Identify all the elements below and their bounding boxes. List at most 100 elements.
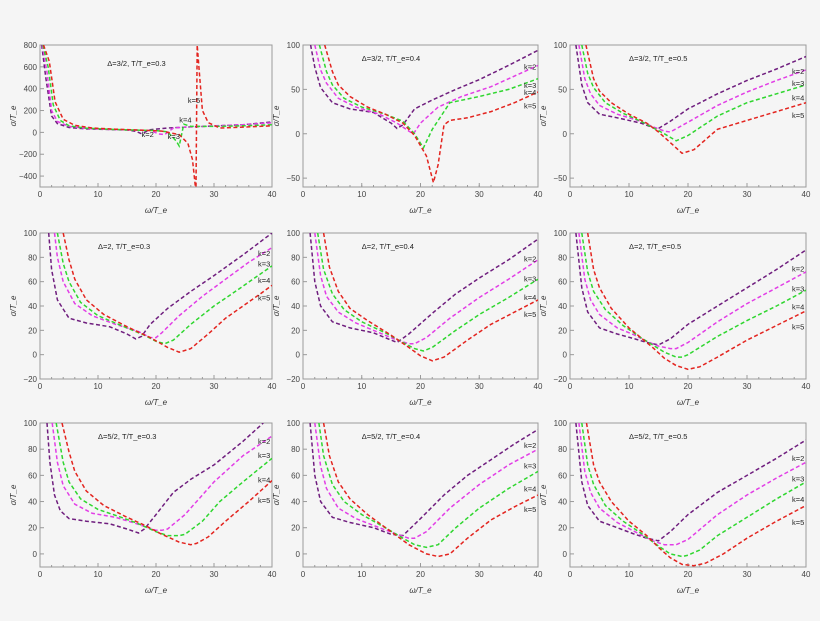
series-group bbox=[575, 45, 806, 155]
series-label: k=5 bbox=[524, 310, 536, 319]
x-tick-label: 40 bbox=[802, 570, 811, 579]
series-line-k4 bbox=[55, 423, 272, 537]
y-tick-label: 0 bbox=[33, 128, 38, 137]
y-tick-label: 0 bbox=[563, 130, 568, 139]
series-group bbox=[40, 45, 272, 187]
panel-annotation: Δ=2, T/T_e=0.5 bbox=[629, 242, 681, 251]
x-tick-label: 30 bbox=[210, 190, 219, 199]
x-tick-label: 10 bbox=[94, 570, 103, 579]
y-tick-label: −50 bbox=[553, 174, 567, 183]
y-axis-label: σ/T_e bbox=[539, 105, 548, 126]
plot-panel-1: 0 10 20 30 40 −400 −200 0 200 400 600 800 ω/T_e σ/T_e… bbox=[9, 41, 277, 215]
plot-frame bbox=[39, 422, 273, 568]
series-label: k=5 bbox=[524, 101, 536, 110]
series-line-k5 bbox=[322, 423, 538, 558]
series-line-k3 bbox=[53, 233, 272, 339]
x-tick-label: 30 bbox=[210, 382, 219, 391]
panel-annotation: Δ=2, T/T_e=0.4 bbox=[362, 242, 414, 251]
y-tick-label: 0 bbox=[33, 351, 38, 360]
x-axis-label: ω/T_e bbox=[409, 398, 432, 407]
x-tick-label: 10 bbox=[357, 570, 366, 579]
y-tick-label: 60 bbox=[558, 471, 567, 480]
y-tick-label: 40 bbox=[28, 498, 37, 507]
series-label: k=2 bbox=[792, 265, 804, 274]
series-line-k5 bbox=[586, 233, 806, 371]
x-axis-label: ω/T_e bbox=[409, 586, 432, 595]
series-label: k=2 bbox=[792, 454, 804, 463]
series-label: k=3 bbox=[168, 132, 180, 141]
series-label: k=3 bbox=[524, 462, 536, 471]
series-group bbox=[309, 45, 538, 186]
series-line-k2 bbox=[309, 45, 538, 130]
y-axis-label: σ/T_e bbox=[539, 295, 548, 316]
plot-panel-9: 0 10 20 30 40 0 20 40 60 80 100 ω/T_e σ/T_e Δ=5/2, T/… bbox=[539, 419, 811, 595]
x-tick-label: 0 bbox=[38, 190, 43, 199]
x-tick-label: 30 bbox=[210, 570, 219, 579]
panel-annotation: Δ=2, T/T_e=0.3 bbox=[98, 242, 150, 251]
series-line-k4 bbox=[581, 45, 806, 142]
series-label: k=3 bbox=[258, 259, 270, 268]
plot-frame bbox=[569, 232, 807, 380]
y-tick-label: 40 bbox=[291, 498, 300, 507]
x-tick-label: 0 bbox=[38, 382, 43, 391]
x-tick-label: 30 bbox=[743, 570, 752, 579]
x-tick-label: 10 bbox=[625, 382, 634, 391]
y-tick-label: 80 bbox=[558, 445, 567, 454]
x-axis-label: ω/T_e bbox=[677, 586, 700, 595]
series-label: k=4 bbox=[524, 485, 536, 494]
series-label: k=2 bbox=[142, 130, 154, 139]
series-label: k=5 bbox=[258, 293, 270, 302]
series-group bbox=[575, 233, 806, 371]
series-line-k2 bbox=[575, 233, 806, 346]
series-label: k=4 bbox=[524, 88, 536, 97]
y-tick-label: 80 bbox=[291, 253, 300, 262]
y-tick-label: 40 bbox=[558, 498, 567, 507]
x-tick-label: 20 bbox=[152, 382, 161, 391]
series-label: k=3 bbox=[524, 81, 536, 90]
y-tick-label: 800 bbox=[24, 41, 38, 50]
y-tick-label: 60 bbox=[291, 278, 300, 287]
y-tick-label: 60 bbox=[558, 278, 567, 287]
x-tick-label: 10 bbox=[94, 382, 103, 391]
series-group bbox=[309, 233, 538, 362]
series-line-k5 bbox=[42, 45, 272, 187]
y-tick-label: 80 bbox=[28, 445, 37, 454]
y-axis-label: σ/T_e bbox=[272, 484, 281, 505]
y-tick-label: 0 bbox=[296, 130, 301, 139]
series-line-k2 bbox=[309, 233, 538, 344]
x-axis-label: ω/T_e bbox=[145, 206, 168, 215]
x-axis-label: ω/T_e bbox=[677, 206, 700, 215]
series-line-k4 bbox=[318, 45, 538, 150]
series-label: k=5 bbox=[524, 505, 536, 514]
series-group bbox=[47, 233, 272, 353]
x-tick-label: 20 bbox=[684, 382, 693, 391]
panel-annotation: Δ=3/2, T/T_e=0.4 bbox=[362, 54, 420, 63]
x-tick-label: 30 bbox=[475, 382, 484, 391]
series-line-k3 bbox=[578, 233, 806, 350]
series-label: k=2 bbox=[258, 249, 270, 258]
x-tick-label: 40 bbox=[534, 570, 543, 579]
y-tick-label: 0 bbox=[33, 550, 38, 559]
y-tick-label: 20 bbox=[291, 524, 300, 533]
series-label: k=2 bbox=[792, 67, 804, 76]
series-label: k=4 bbox=[258, 475, 270, 484]
y-tick-label: 0 bbox=[563, 351, 568, 360]
series-line-k3 bbox=[314, 233, 538, 345]
y-tick-label: 60 bbox=[291, 471, 300, 480]
series-label: k=3 bbox=[258, 451, 270, 460]
x-axis-label: ω/T_e bbox=[409, 206, 432, 215]
x-tick-label: 40 bbox=[268, 570, 277, 579]
y-tick-label: 20 bbox=[558, 326, 567, 335]
series-label: k=4 bbox=[792, 93, 804, 102]
x-axis-label: ω/T_e bbox=[145, 398, 168, 407]
series-label: k=3 bbox=[792, 284, 804, 293]
y-tick-label: 0 bbox=[296, 351, 301, 360]
x-tick-label: 20 bbox=[152, 570, 161, 579]
x-tick-label: 40 bbox=[268, 382, 277, 391]
x-tick-label: 30 bbox=[743, 190, 752, 199]
y-tick-label: 40 bbox=[291, 302, 300, 311]
panel-annotation: Δ=5/2, T/T_e=0.4 bbox=[362, 432, 420, 441]
